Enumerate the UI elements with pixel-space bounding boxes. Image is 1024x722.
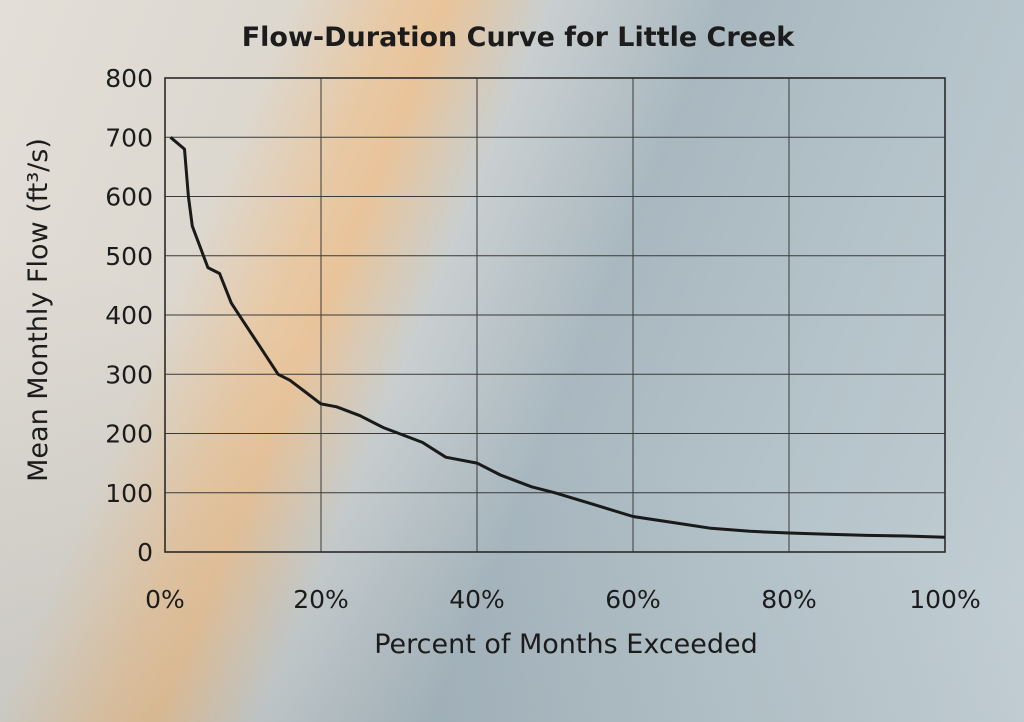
y-axis-label: Mean Monthly Flow (ft³/s) [23, 138, 54, 482]
x-tick-labels: 0% 20% 40% 60% 80% 100% [145, 585, 981, 614]
x-tick-label: 100% [909, 585, 980, 614]
x-axis-label: Percent of Months Exceeded [374, 629, 758, 660]
chart-title: Flow-Duration Curve for Little Creek [242, 22, 796, 53]
y-tick-label: 700 [105, 123, 153, 152]
grid-lines [164, 77, 946, 553]
x-tick-label: 0% [145, 585, 185, 614]
y-tick-label: 400 [105, 301, 153, 330]
x-tick-label: 20% [293, 585, 349, 614]
y-tick-label: 300 [105, 360, 153, 389]
series-line [169, 136, 946, 539]
x-tick-label: 60% [605, 585, 661, 614]
x-tick-label: 80% [761, 585, 817, 614]
y-tick-label: 500 [105, 242, 153, 271]
y-tick-labels: 0 100 200 300 400 500 600 700 800 [105, 64, 153, 567]
y-tick-label: 0 [137, 538, 153, 567]
y-tick-label: 600 [105, 183, 153, 212]
series-group [169, 136, 946, 539]
y-tick-label: 800 [105, 64, 153, 93]
y-tick-label: 100 [105, 479, 153, 508]
y-tick-label: 200 [105, 420, 153, 449]
plot-frame [164, 77, 946, 553]
x-tick-label: 40% [449, 585, 505, 614]
